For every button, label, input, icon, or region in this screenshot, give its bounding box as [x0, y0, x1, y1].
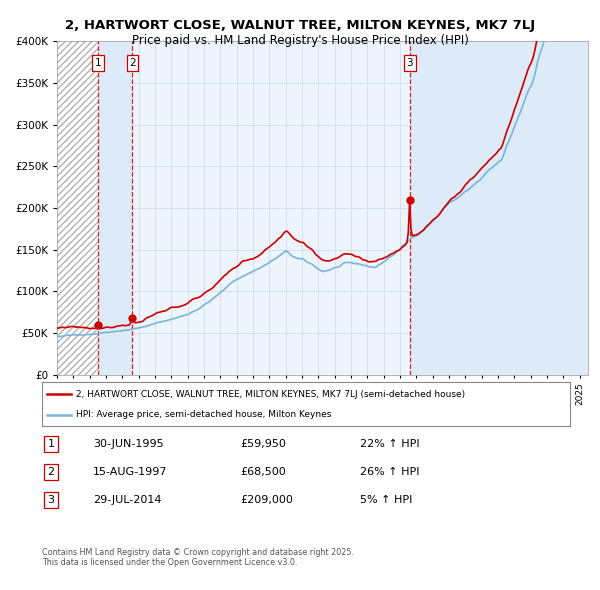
Text: 2, HARTWORT CLOSE, WALNUT TREE, MILTON KEYNES, MK7 7LJ (semi-detached house): 2, HARTWORT CLOSE, WALNUT TREE, MILTON K…	[76, 389, 466, 399]
Text: Contains HM Land Registry data © Crown copyright and database right 2025.
This d: Contains HM Land Registry data © Crown c…	[42, 548, 354, 567]
Text: 15-AUG-1997: 15-AUG-1997	[93, 467, 167, 477]
Bar	[57, 41, 98, 375]
Text: 3: 3	[406, 58, 413, 68]
Text: £209,000: £209,000	[240, 496, 293, 505]
Text: 1: 1	[47, 439, 55, 448]
Text: 22% ↑ HPI: 22% ↑ HPI	[360, 439, 419, 448]
Text: 1: 1	[95, 58, 101, 68]
Text: HPI: Average price, semi-detached house, Milton Keynes: HPI: Average price, semi-detached house,…	[76, 411, 332, 419]
Text: £68,500: £68,500	[240, 467, 286, 477]
Text: 2: 2	[129, 58, 136, 68]
Text: 2, HARTWORT CLOSE, WALNUT TREE, MILTON KEYNES, MK7 7LJ: 2, HARTWORT CLOSE, WALNUT TREE, MILTON K…	[65, 19, 535, 32]
Bar	[98, 41, 133, 375]
Bar	[57, 41, 98, 375]
Text: 30-JUN-1995: 30-JUN-1995	[93, 439, 164, 448]
Bar	[410, 41, 588, 375]
Text: £59,950: £59,950	[240, 439, 286, 448]
Text: 3: 3	[47, 496, 55, 505]
Text: 29-JUL-2014: 29-JUL-2014	[93, 496, 161, 505]
Text: 5% ↑ HPI: 5% ↑ HPI	[360, 496, 412, 505]
Text: Price paid vs. HM Land Registry's House Price Index (HPI): Price paid vs. HM Land Registry's House …	[131, 34, 469, 47]
Text: 2: 2	[47, 467, 55, 477]
Text: 26% ↑ HPI: 26% ↑ HPI	[360, 467, 419, 477]
